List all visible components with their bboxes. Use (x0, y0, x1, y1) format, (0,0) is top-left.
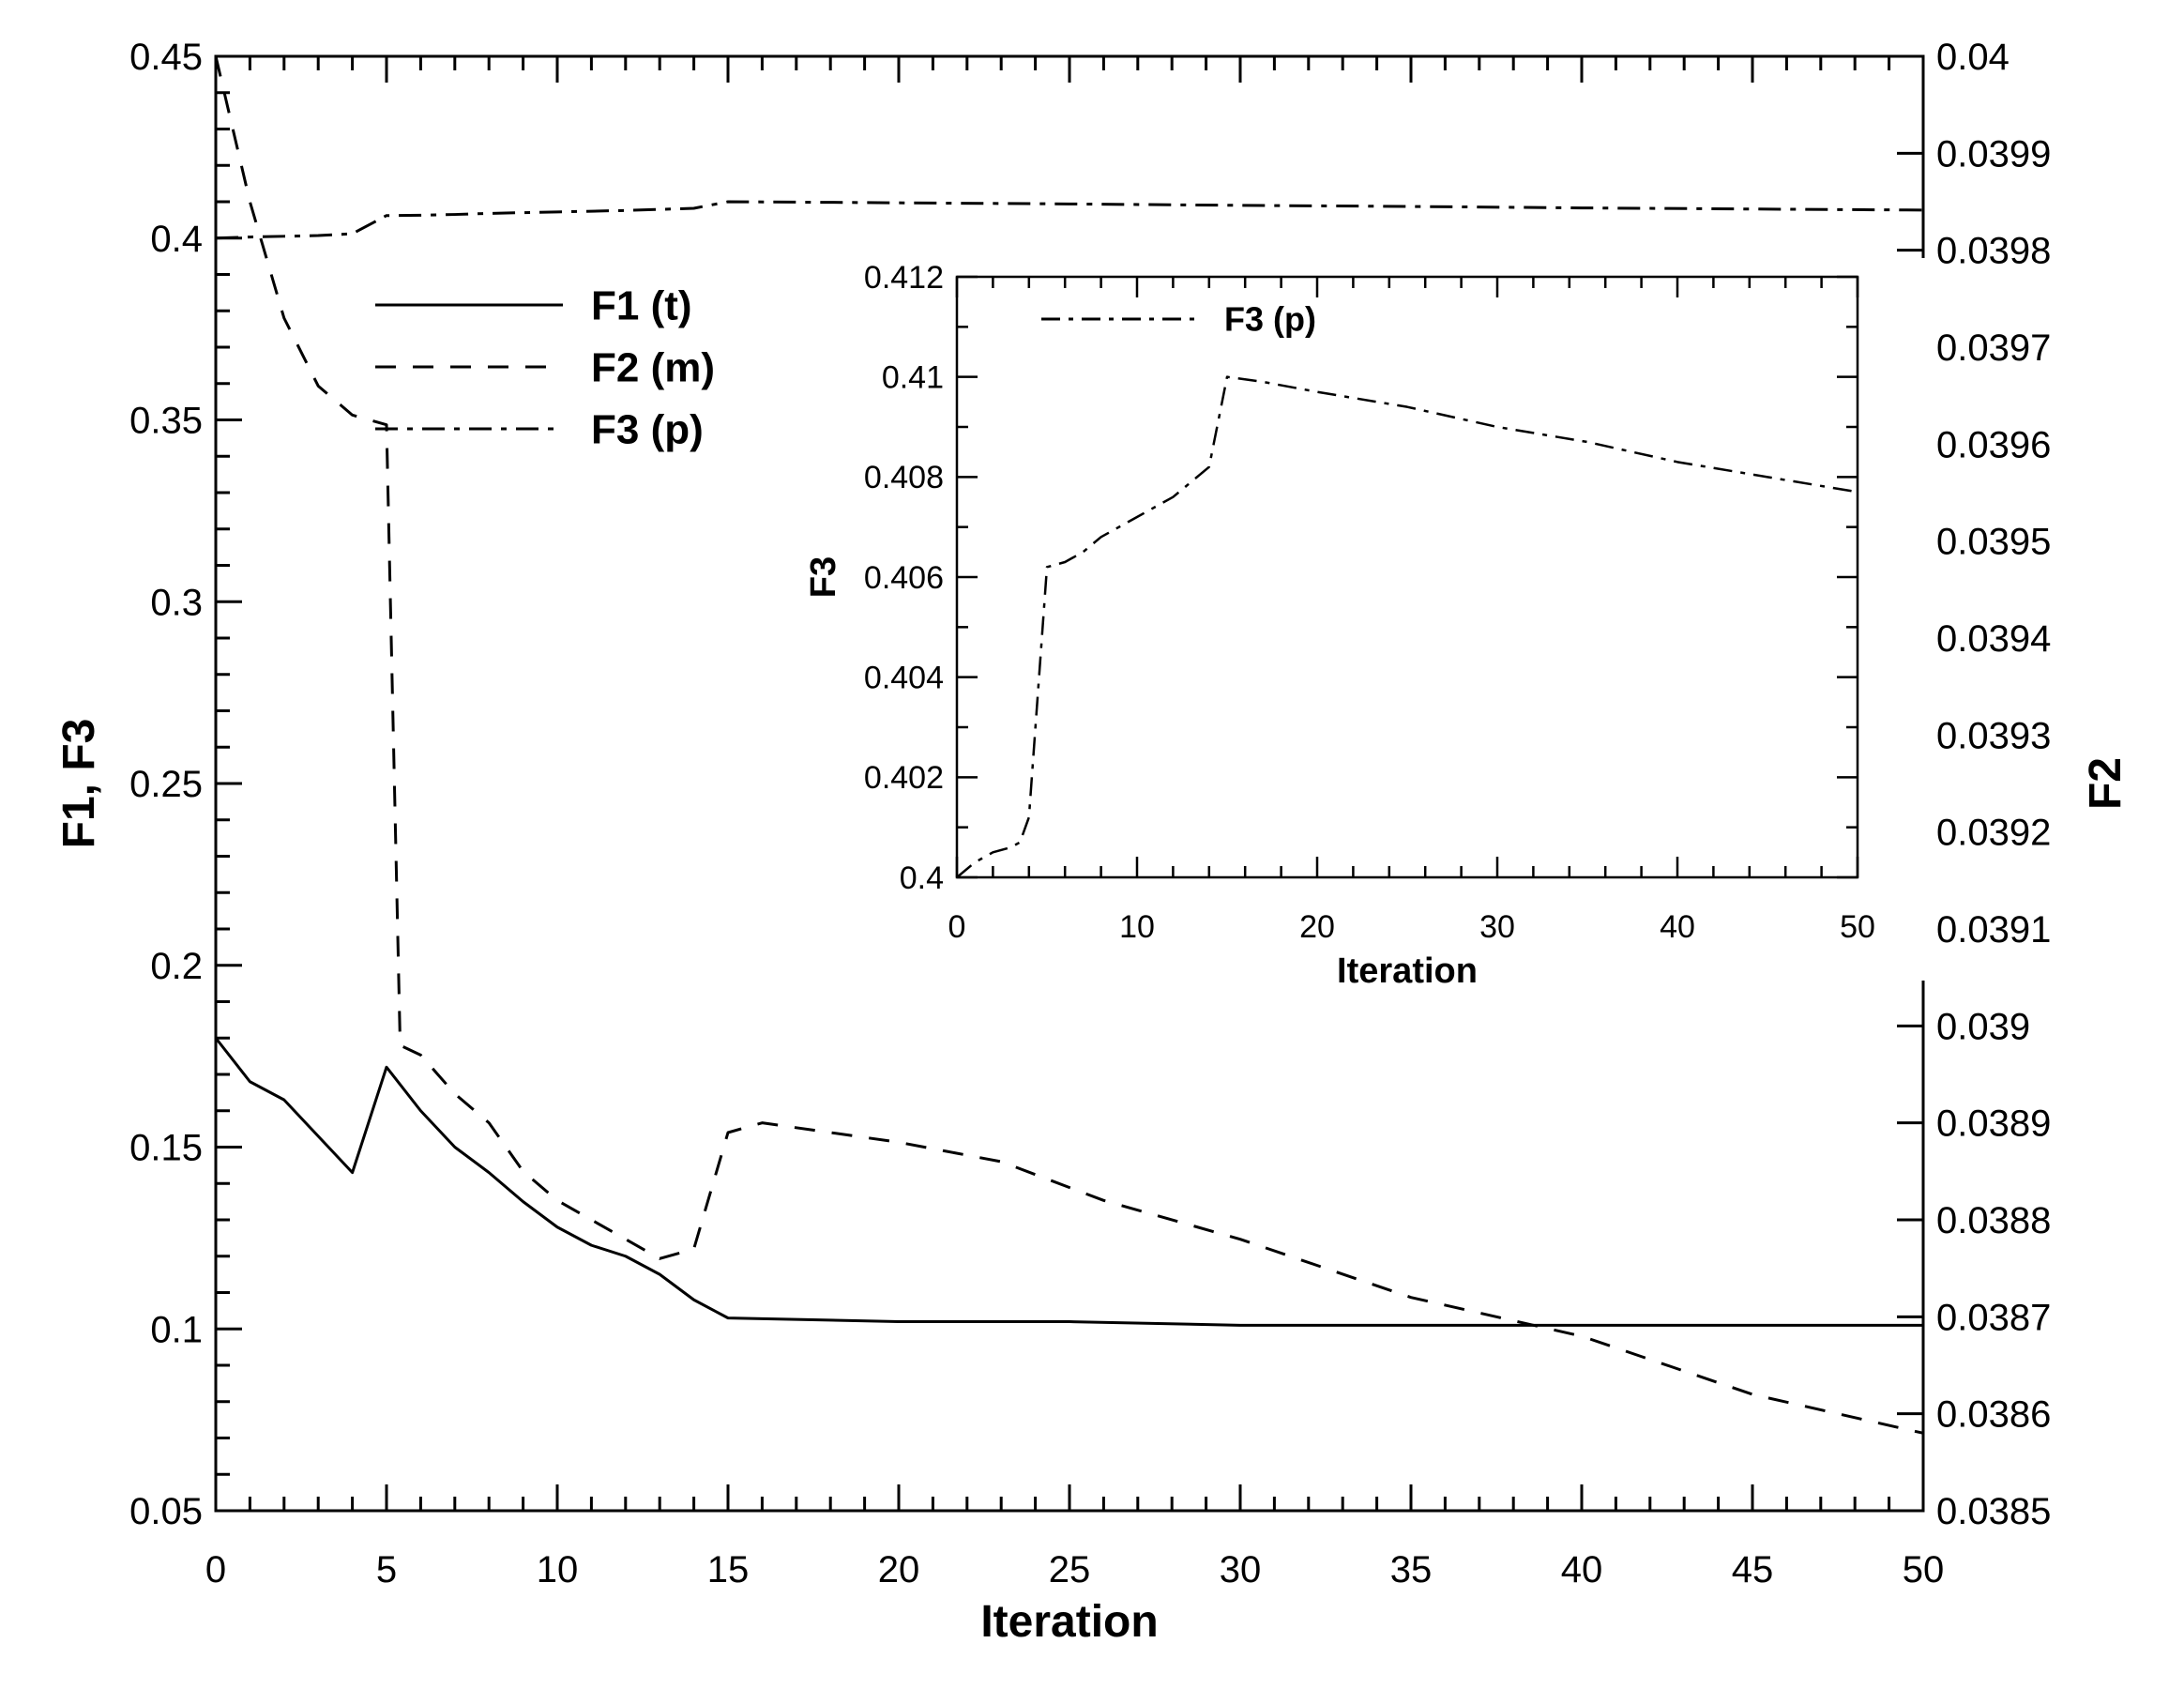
svg-text:F3: F3 (804, 556, 843, 598)
svg-text:30: 30 (1220, 1549, 1262, 1590)
svg-text:0.2: 0.2 (150, 946, 203, 987)
svg-text:0.0398: 0.0398 (1936, 231, 2051, 272)
svg-text:20: 20 (878, 1549, 920, 1590)
svg-text:50: 50 (1903, 1549, 1945, 1590)
svg-text:40: 40 (1561, 1549, 1603, 1590)
chart-container: 0 5 10 15 20 25 30 35 40 45 50 Iteration 0.05 0.1 0.15… (0, 0, 2184, 1689)
svg-text:0.408: 0.408 (864, 460, 944, 495)
svg-text:F1 (t): F1 (t) (591, 282, 692, 328)
svg-text:Iteration: Iteration (1337, 951, 1478, 991)
svg-text:0.404: 0.404 (864, 661, 944, 696)
svg-text:45: 45 (1732, 1549, 1774, 1590)
svg-text:0.0397: 0.0397 (1936, 327, 2051, 369)
svg-text:F1, F3: F1, F3 (54, 719, 104, 849)
svg-text:10: 10 (537, 1549, 579, 1590)
svg-text:0.0388: 0.0388 (1936, 1200, 2051, 1241)
svg-text:0.0389: 0.0389 (1936, 1103, 2051, 1145)
svg-text:0.0387: 0.0387 (1936, 1297, 2051, 1338)
svg-text:0.0392: 0.0392 (1936, 813, 2051, 854)
svg-text:5: 5 (376, 1549, 397, 1590)
svg-text:0.402: 0.402 (864, 760, 944, 796)
svg-text:0.3: 0.3 (150, 582, 203, 623)
svg-text:0.05: 0.05 (129, 1491, 203, 1532)
svg-text:0.0395: 0.0395 (1936, 522, 2051, 563)
svg-text:0.412: 0.412 (864, 260, 944, 296)
svg-text:0.406: 0.406 (864, 560, 944, 596)
svg-text:0.25: 0.25 (129, 764, 203, 805)
svg-text:10: 10 (1119, 909, 1155, 945)
svg-text:0.1: 0.1 (150, 1309, 203, 1350)
svg-text:Iteration: Iteration (980, 1597, 1158, 1647)
svg-text:30: 30 (1479, 909, 1515, 945)
svg-text:0.039: 0.039 (1936, 1006, 2030, 1047)
svg-text:0.0386: 0.0386 (1936, 1394, 2051, 1436)
svg-text:40: 40 (1660, 909, 1695, 945)
svg-text:F2 (m): F2 (m) (591, 344, 715, 390)
svg-text:0.0393: 0.0393 (1936, 715, 2051, 756)
svg-text:0.0399: 0.0399 (1936, 133, 2051, 175)
svg-text:35: 35 (1390, 1549, 1433, 1590)
svg-text:0.35: 0.35 (129, 401, 203, 442)
svg-text:0.4: 0.4 (900, 860, 944, 896)
svg-text:F3 (p): F3 (p) (591, 406, 704, 452)
svg-text:0.04: 0.04 (1936, 37, 2010, 78)
svg-text:0.0391: 0.0391 (1936, 909, 2051, 951)
svg-text:0: 0 (948, 909, 966, 945)
svg-text:0.15: 0.15 (129, 1128, 203, 1169)
svg-text:0.0394: 0.0394 (1936, 618, 2051, 660)
svg-text:25: 25 (1049, 1549, 1091, 1590)
svg-text:0.41: 0.41 (882, 360, 944, 396)
svg-text:F3 (p): F3 (p) (1224, 300, 1316, 339)
chart-svg: 0 5 10 15 20 25 30 35 40 45 50 Iteration 0.05 0.1 0.15… (0, 0, 2184, 1689)
svg-text:50: 50 (1840, 909, 1875, 945)
svg-text:0: 0 (205, 1549, 226, 1590)
svg-text:0.4: 0.4 (150, 219, 203, 260)
svg-text:15: 15 (707, 1549, 750, 1590)
svg-text:0.45: 0.45 (129, 37, 203, 78)
svg-text:0.0385: 0.0385 (1936, 1491, 2051, 1532)
svg-text:20: 20 (1299, 909, 1335, 945)
svg-text:F2: F2 (2081, 757, 2131, 810)
svg-text:0.0396: 0.0396 (1936, 424, 2051, 465)
